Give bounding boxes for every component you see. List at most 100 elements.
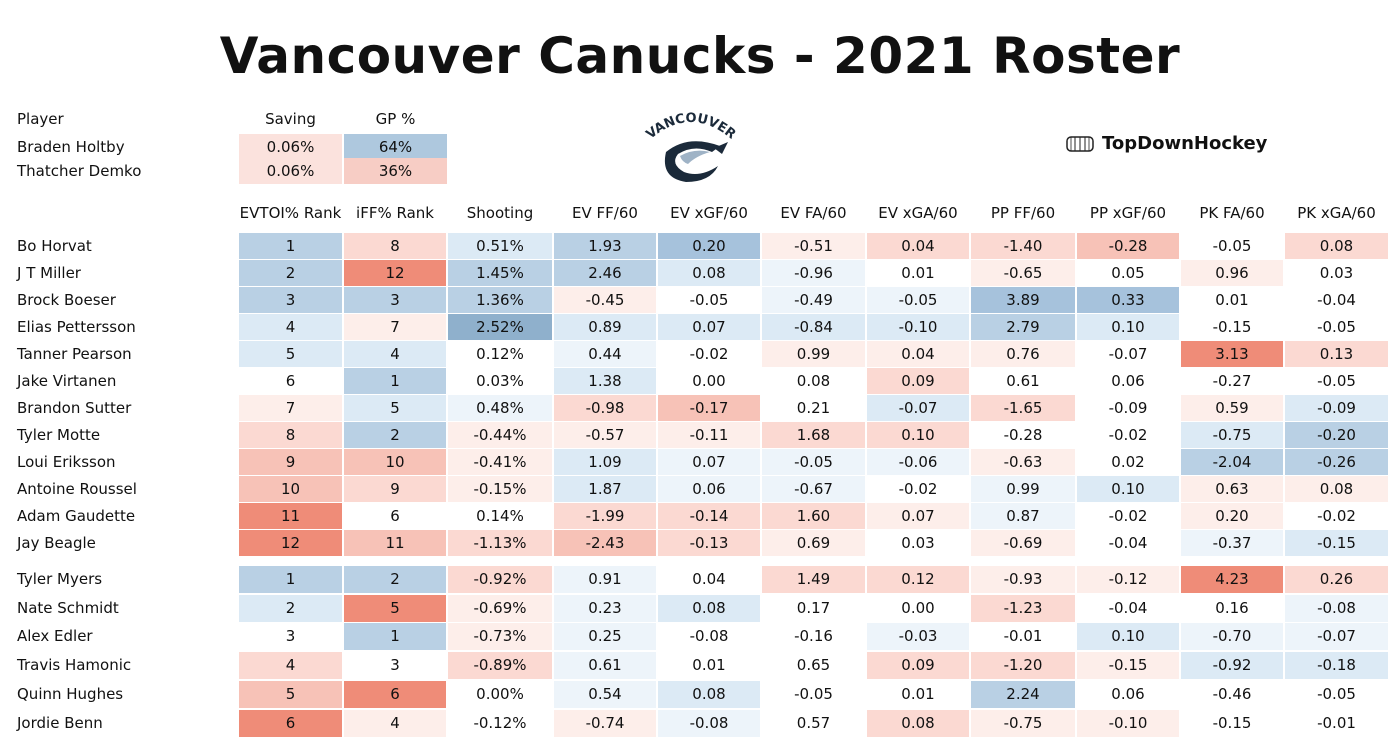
stat-cell: -1.20: [971, 652, 1075, 679]
stat-cell: -1.40: [971, 233, 1075, 259]
stat-cell: 0.16: [1181, 595, 1283, 622]
stat-cell: 0.03: [867, 530, 969, 556]
stat-cell: 0.99: [971, 476, 1075, 502]
column-header: EVTOI% Rank: [239, 204, 342, 222]
stat-cell: -0.63: [971, 449, 1075, 475]
stat-cell: 0.17: [762, 595, 865, 622]
stat-cell: 0.08: [658, 260, 760, 286]
stat-cell: -0.01: [971, 623, 1075, 650]
column-header: PP FF/60: [990, 204, 1056, 222]
stat-cell: -0.07: [867, 395, 969, 421]
stat-cell: -0.10: [1077, 710, 1179, 737]
stat-cell: 0.03: [1285, 260, 1388, 286]
stat-cell: -0.96: [762, 260, 865, 286]
stat-cell: 7: [344, 314, 446, 340]
stat-cell: -0.04: [1077, 595, 1179, 622]
stat-cell: 2: [239, 595, 342, 622]
stat-cell: 0.04: [867, 233, 969, 259]
stat-cell: -0.02: [658, 341, 760, 367]
stat-cell: 0.59: [1181, 395, 1283, 421]
stat-cell: 5: [344, 595, 446, 622]
stat-cell: 0.20: [1181, 503, 1283, 529]
stat-cell: 0.13: [1285, 341, 1388, 367]
stat-cell: 0.10: [1077, 476, 1179, 502]
stat-cell: 0.00: [658, 368, 760, 394]
page-title: Vancouver Canucks - 2021 Roster: [219, 27, 1181, 85]
brand-name: TopDownHockey: [1102, 133, 1268, 154]
stat-cell: 11: [344, 530, 446, 556]
stat-cell: 1.49: [762, 566, 865, 593]
stat-cell: 0.07: [867, 503, 969, 529]
player-name: Jay Beagle: [17, 534, 96, 552]
stat-cell: 0.04: [867, 341, 969, 367]
stat-cell: 3: [239, 623, 342, 650]
stat-cell: 0.08: [867, 710, 969, 737]
stat-cell: 10: [344, 449, 446, 475]
player-name: Travis Hamonic: [17, 656, 132, 674]
goalie-name: Thatcher Demko: [17, 162, 142, 180]
stat-cell: 2.46: [554, 260, 656, 286]
stat-cell: -0.92%: [448, 566, 552, 593]
stat-cell: 0.07: [658, 449, 760, 475]
stat-cell: -0.89%: [448, 652, 552, 679]
stat-cell: -0.11: [658, 422, 760, 448]
stat-cell: -0.17: [658, 395, 760, 421]
stat-cell: -0.15: [1077, 652, 1179, 679]
stat-cell: 0.99: [762, 341, 865, 367]
stat-cell: -0.05: [1285, 681, 1388, 708]
stat-cell: 0.08: [658, 595, 760, 622]
stat-cell: -0.13: [658, 530, 760, 556]
stat-cell: -0.46: [1181, 681, 1283, 708]
stat-cell: 0.06: [1077, 681, 1179, 708]
stat-cell: 0.76: [971, 341, 1075, 367]
stat-cell: 1.09: [554, 449, 656, 475]
stat-cell: -0.08: [1285, 595, 1388, 622]
stat-cell: 0.02: [1077, 449, 1179, 475]
stat-cell: 0.00%: [448, 681, 552, 708]
stat-cell: 0.01: [658, 652, 760, 679]
stat-cell: 6: [239, 710, 342, 737]
stat-cell: -0.08: [658, 710, 760, 737]
goalie-header-player: Player: [17, 110, 64, 128]
stat-cell: -0.05: [1285, 368, 1388, 394]
stat-cell: 9: [239, 449, 342, 475]
stat-cell: -0.57: [554, 422, 656, 448]
stat-cell: 4: [344, 341, 446, 367]
stat-cell: 0.06: [1077, 368, 1179, 394]
stat-cell: 5: [239, 681, 342, 708]
stat-cell: 0.08: [1285, 476, 1388, 502]
svg-text:VANCOUVER: VANCOUVER: [644, 111, 739, 142]
stat-cell: 6: [344, 503, 446, 529]
stat-cell: -0.02: [1285, 503, 1388, 529]
column-header: EV xGA/60: [878, 204, 958, 222]
stat-cell: -0.16: [762, 623, 865, 650]
column-header: iFF% Rank: [356, 204, 434, 222]
stat-cell: 11: [239, 503, 342, 529]
stat-cell: 1.38: [554, 368, 656, 394]
stat-cell: -0.74: [554, 710, 656, 737]
stat-cell: 0.12: [867, 566, 969, 593]
stat-cell: -0.10: [867, 314, 969, 340]
stat-cell: 0.26: [1285, 566, 1388, 593]
stat-cell: -0.07: [1077, 341, 1179, 367]
goalie-name: Braden Holtby: [17, 138, 125, 156]
stat-cell: 1: [239, 566, 342, 593]
stat-cell: -0.98: [554, 395, 656, 421]
player-name: Brandon Sutter: [17, 399, 132, 417]
stat-cell: -0.45: [554, 287, 656, 313]
stat-cell: 3.89: [971, 287, 1075, 313]
stat-cell: -0.37: [1181, 530, 1283, 556]
stat-cell: 2: [344, 566, 446, 593]
stat-cell: 1.68: [762, 422, 865, 448]
stat-cell: 0.61: [971, 368, 1075, 394]
player-name: Jordie Benn: [17, 714, 103, 732]
stat-cell: -0.15%: [448, 476, 552, 502]
stat-cell: -0.01: [1285, 710, 1388, 737]
stat-cell: 0.01: [867, 260, 969, 286]
stat-cell: 0.08: [762, 368, 865, 394]
stat-cell: -0.05: [1181, 233, 1283, 259]
player-name: Tyler Myers: [17, 570, 103, 588]
stat-cell: -0.75: [971, 710, 1075, 737]
stat-cell: -1.65: [971, 395, 1075, 421]
stat-cell: 6: [344, 681, 446, 708]
